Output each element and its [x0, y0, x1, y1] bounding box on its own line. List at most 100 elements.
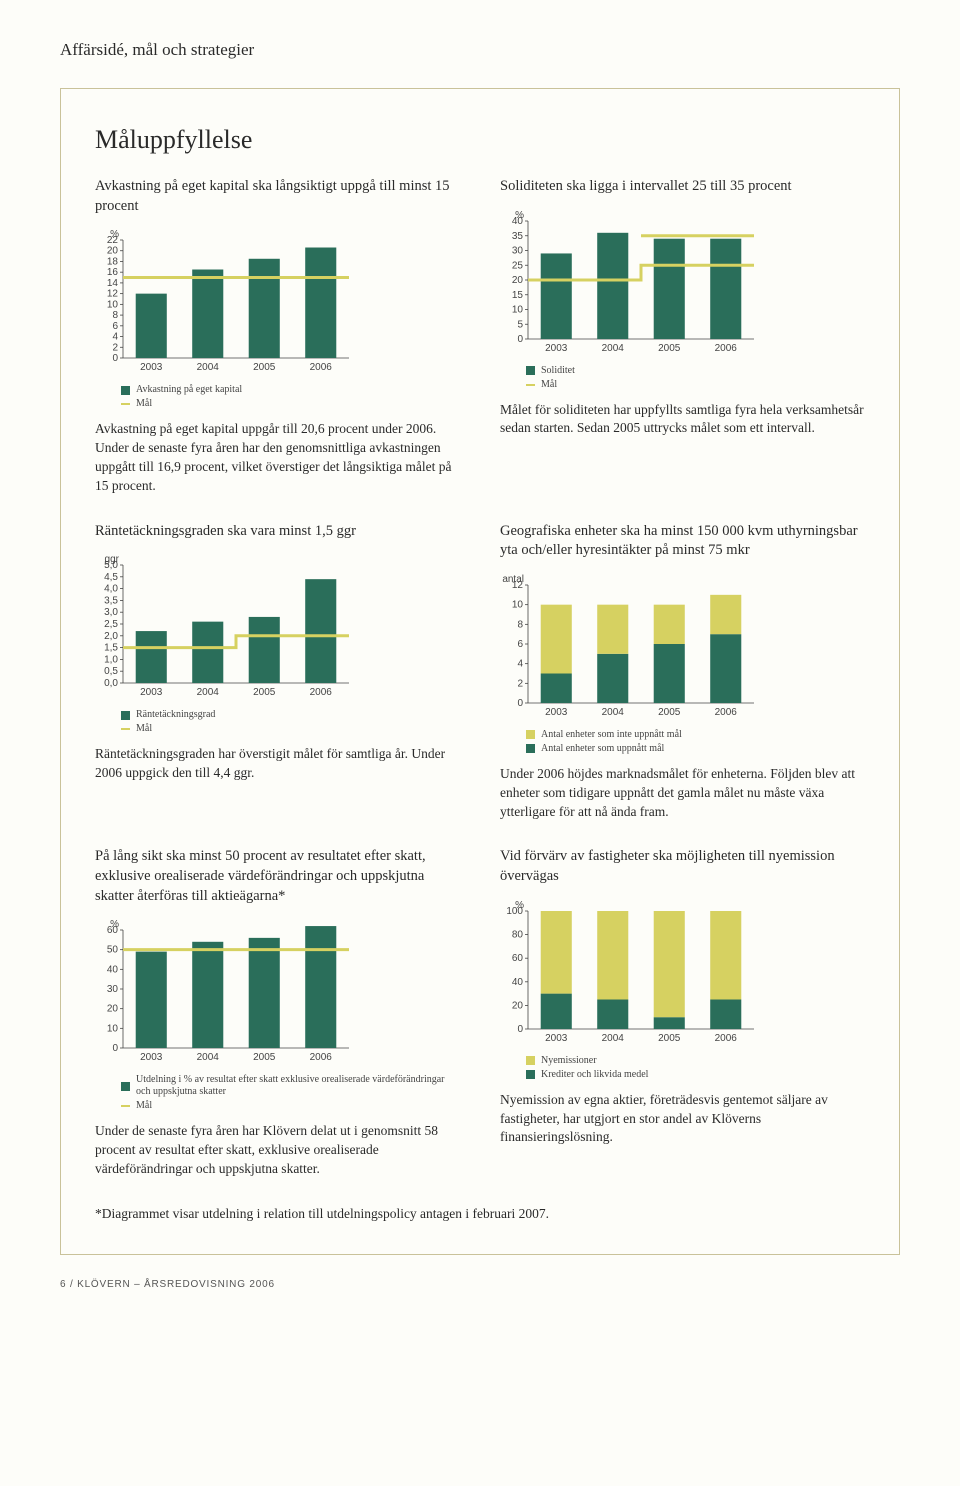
body-rantetackning: Räntetäckningsgraden har överstigit måle…	[95, 745, 460, 783]
svg-text:2004: 2004	[197, 362, 220, 373]
svg-text:2: 2	[517, 678, 523, 689]
svg-text:2003: 2003	[545, 707, 568, 718]
svg-text:20: 20	[512, 1000, 524, 1011]
chart-soliditet: %05101520253035402003200420052006	[500, 207, 865, 357]
svg-text:10: 10	[512, 599, 524, 610]
svg-text:4,0: 4,0	[104, 584, 118, 595]
svg-text:6: 6	[112, 321, 118, 332]
svg-text:2: 2	[112, 342, 118, 353]
legend-item: Avkastning på eget kapital	[121, 384, 460, 396]
svg-text:1,5: 1,5	[104, 643, 118, 654]
svg-text:1,0: 1,0	[104, 655, 118, 666]
legend-item: Mål	[121, 398, 460, 410]
svg-text:2004: 2004	[197, 687, 220, 698]
svg-text:2003: 2003	[140, 687, 163, 698]
svg-text:0,0: 0,0	[104, 678, 118, 689]
svg-text:8: 8	[517, 619, 523, 630]
svg-text:2005: 2005	[658, 707, 681, 718]
legend-item: Nyemissioner	[526, 1055, 865, 1067]
svg-text:0: 0	[517, 698, 523, 709]
legend-soliditet: Soliditet Mål	[526, 365, 865, 391]
section-rantetackning: Räntetäckningsgraden ska vara minst 1,5 …	[95, 522, 460, 822]
svg-text:2005: 2005	[253, 1052, 276, 1063]
svg-text:3,5: 3,5	[104, 596, 118, 607]
svg-text:0,5: 0,5	[104, 666, 118, 677]
chart-geografiska: antal0246810122003200420052006	[500, 571, 865, 721]
svg-text:18: 18	[107, 257, 119, 268]
svg-text:2005: 2005	[253, 362, 276, 373]
svg-text:2003: 2003	[545, 1033, 568, 1044]
body-soliditet: Målet för soliditeten har uppfyllts samt…	[500, 401, 865, 439]
chart-rantetackning: ggr0,00,51,01,52,02,53,03,54,04,55,02003…	[95, 551, 460, 701]
svg-text:80: 80	[512, 929, 524, 940]
legend-label: Mål	[136, 723, 152, 735]
svg-text:6: 6	[517, 639, 523, 650]
svg-text:16: 16	[107, 267, 119, 278]
svg-text:2,5: 2,5	[104, 619, 118, 630]
svg-text:2006: 2006	[715, 343, 738, 354]
svg-text:40: 40	[512, 216, 524, 227]
legend-item: Utdelning i % av resultat efter skatt ex…	[121, 1074, 460, 1098]
legend-label: Krediter och likvida medel	[541, 1069, 648, 1081]
svg-text:30: 30	[512, 245, 524, 256]
svg-text:14: 14	[107, 278, 119, 289]
chart-utdelning: %01020304050602003200420052006	[95, 916, 460, 1066]
svg-text:2004: 2004	[602, 707, 625, 718]
heading-utdelning: På lång sikt ska minst 50 procent av res…	[95, 847, 460, 906]
legend-item: Antal enheter som uppnått mål	[526, 743, 865, 755]
footnote: *Diagrammet visar utdelning i relation t…	[95, 1205, 865, 1224]
legend-label: Mål	[136, 398, 152, 410]
svg-text:30: 30	[107, 984, 119, 995]
card-maluppfyllelse: Måluppfyllelse Avkastning på eget kapita…	[60, 88, 900, 1255]
svg-text:15: 15	[512, 289, 524, 300]
svg-text:50: 50	[107, 945, 119, 956]
svg-text:12: 12	[512, 580, 524, 591]
svg-text:2006: 2006	[715, 1033, 738, 1044]
section-soliditet: Soliditeten ska ligga i intervallet 25 t…	[500, 177, 865, 496]
svg-text:2003: 2003	[140, 1052, 163, 1063]
chart-forvarv: %0204060801002003200420052006	[500, 897, 865, 1047]
svg-text:8: 8	[112, 310, 118, 321]
svg-text:0: 0	[517, 334, 523, 345]
svg-text:5,0: 5,0	[104, 560, 118, 571]
svg-text:2006: 2006	[715, 707, 738, 718]
body-utdelning: Under de senaste fyra åren har Klövern d…	[95, 1122, 460, 1179]
svg-text:20: 20	[107, 1004, 119, 1015]
svg-text:2006: 2006	[310, 362, 333, 373]
legend-label: Soliditet	[541, 365, 575, 377]
legend-label: Mål	[541, 379, 557, 391]
legend-label: Nyemissioner	[541, 1055, 597, 1067]
svg-text:35: 35	[512, 230, 524, 241]
legend-label: Antal enheter som uppnått mål	[541, 743, 664, 755]
svg-text:22: 22	[107, 235, 119, 246]
body-avkastning: Avkastning på eget kapital uppgår till 2…	[95, 420, 460, 496]
svg-text:2,0: 2,0	[104, 631, 118, 642]
svg-text:10: 10	[107, 1024, 119, 1035]
body-geografiska: Under 2006 höjdes marknadsmålet för enhe…	[500, 765, 865, 822]
heading-forvarv: Vid förvärv av fastigheter ska möjlighet…	[500, 847, 865, 886]
svg-text:2003: 2003	[140, 362, 163, 373]
svg-text:60: 60	[107, 925, 119, 936]
svg-text:4: 4	[112, 332, 118, 343]
svg-text:2005: 2005	[658, 343, 681, 354]
legend-rantetackning: Räntetäckningsgrad Mål	[121, 709, 460, 735]
svg-text:2005: 2005	[658, 1033, 681, 1044]
svg-text:40: 40	[107, 965, 119, 976]
svg-text:2003: 2003	[545, 343, 568, 354]
svg-text:4,5: 4,5	[104, 572, 118, 583]
legend-label: Antal enheter som inte uppnått mål	[541, 729, 682, 741]
heading-rantetackning: Räntetäckningsgraden ska vara minst 1,5 …	[95, 522, 460, 542]
svg-text:60: 60	[512, 953, 524, 964]
legend-item: Mål	[121, 723, 460, 735]
svg-text:20: 20	[512, 275, 524, 286]
legend-label: Mål	[136, 1100, 152, 1112]
legend-forvarv: Nyemissioner Krediter och likvida medel	[526, 1055, 865, 1081]
legend-item: Antal enheter som inte uppnått mål	[526, 729, 865, 741]
svg-text:0: 0	[517, 1024, 523, 1035]
svg-text:10: 10	[512, 304, 524, 315]
legend-item: Räntetäckningsgrad	[121, 709, 460, 721]
svg-text:2004: 2004	[602, 343, 625, 354]
section-geografiska: Geografiska enheter ska ha minst 150 000…	[500, 522, 865, 822]
legend-item: Mål	[121, 1100, 460, 1112]
svg-text:20: 20	[107, 246, 119, 257]
